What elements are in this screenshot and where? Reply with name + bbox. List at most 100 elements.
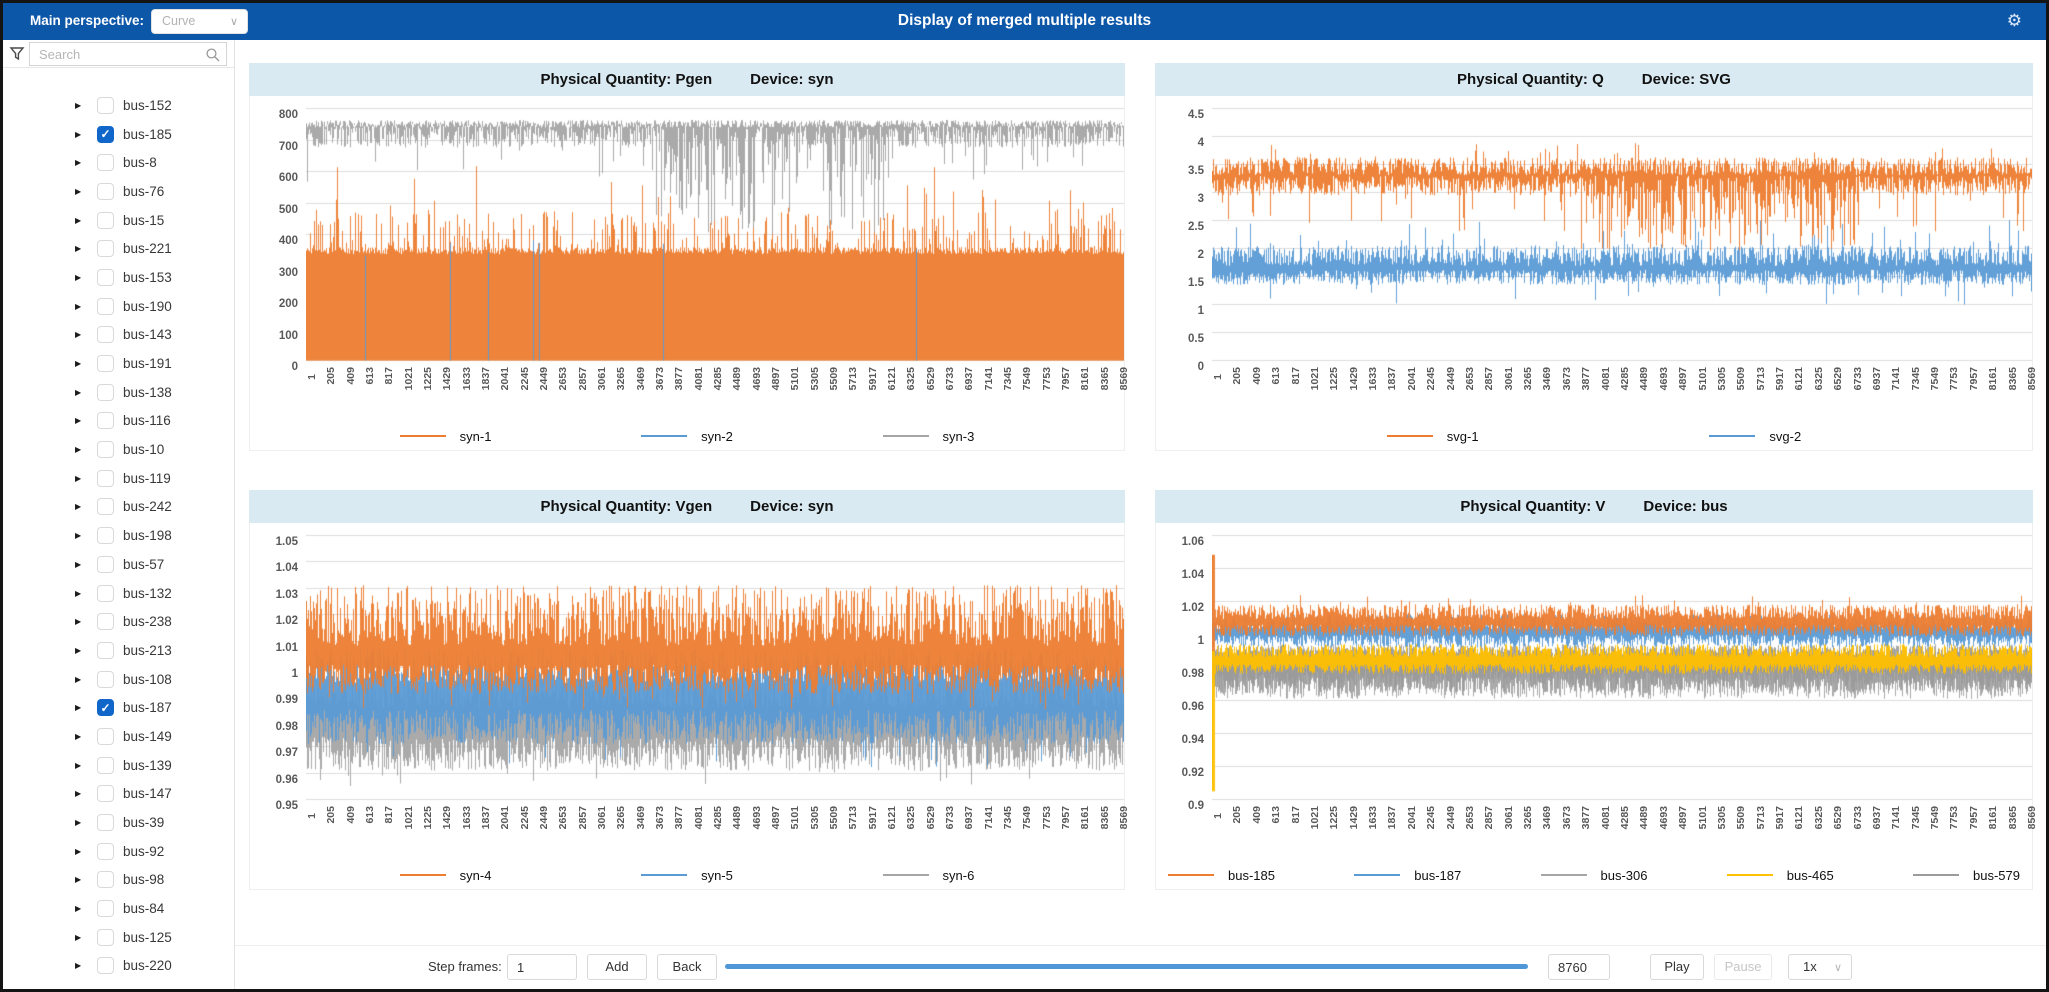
- tree-item-bus-108[interactable]: ▶ bus-108: [3, 665, 234, 694]
- expand-arrow-icon[interactable]: ▶: [75, 961, 82, 971]
- expand-arrow-icon[interactable]: ▶: [75, 473, 82, 483]
- tree-item-bus-187[interactable]: ▶ bus-187: [3, 693, 234, 722]
- tree-item-bus-152[interactable]: ▶ bus-152: [3, 91, 234, 120]
- expand-arrow-icon[interactable]: ▶: [75, 932, 82, 942]
- expand-arrow-icon[interactable]: ▶: [75, 617, 82, 627]
- expand-arrow-icon[interactable]: ▶: [75, 875, 82, 885]
- tree-checkbox[interactable]: [97, 670, 114, 688]
- tree-checkbox[interactable]: [97, 182, 114, 200]
- search-input[interactable]: [30, 43, 226, 65]
- expand-arrow-icon[interactable]: ▶: [75, 588, 82, 598]
- tree-checkbox[interactable]: [97, 96, 114, 114]
- expand-arrow-icon[interactable]: ▶: [75, 416, 82, 426]
- tree-item-bus-92[interactable]: ▶ bus-92: [3, 837, 234, 866]
- tree-checkbox[interactable]: [97, 613, 114, 631]
- expand-arrow-icon[interactable]: ▶: [75, 244, 82, 254]
- tree-item-bus-8[interactable]: ▶ bus-8: [3, 148, 234, 177]
- step-frames-input[interactable]: [507, 954, 577, 980]
- tree-checkbox[interactable]: [97, 727, 114, 745]
- tree-checkbox[interactable]: [97, 871, 114, 889]
- expand-arrow-icon[interactable]: ▶: [75, 904, 82, 914]
- expand-arrow-icon[interactable]: ▶: [75, 502, 82, 512]
- legend-item-syn-6[interactable]: syn-6: [882, 868, 974, 883]
- tree-item-bus-139[interactable]: ▶ bus-139: [3, 751, 234, 780]
- tree-item-bus-238[interactable]: ▶ bus-238: [3, 607, 234, 636]
- tree-item-bus-125[interactable]: ▶ bus-125: [3, 923, 234, 952]
- tree-item-bus-10[interactable]: ▶ bus-10: [3, 435, 234, 464]
- tree-item-bus-138[interactable]: ▶ bus-138: [3, 378, 234, 407]
- expand-arrow-icon[interactable]: ▶: [75, 100, 82, 110]
- tree-item-bus-149[interactable]: ▶ bus-149: [3, 722, 234, 751]
- tree-item-bus-190[interactable]: ▶ bus-190: [3, 292, 234, 321]
- expand-arrow-icon[interactable]: ▶: [75, 387, 82, 397]
- tree-item-bus-57[interactable]: ▶ bus-57: [3, 550, 234, 579]
- back-button[interactable]: Back: [657, 954, 717, 980]
- tree-item-bus-191[interactable]: ▶ bus-191: [3, 349, 234, 378]
- tree-item-bus-116[interactable]: ▶ bus-116: [3, 407, 234, 436]
- tree-checkbox[interactable]: [97, 641, 114, 659]
- legend-item-bus-187[interactable]: bus-187: [1354, 868, 1461, 883]
- expand-arrow-icon[interactable]: ▶: [75, 818, 82, 828]
- tree-checkbox[interactable]: [97, 584, 114, 602]
- expand-arrow-icon[interactable]: ▶: [75, 703, 82, 713]
- expand-arrow-icon[interactable]: ▶: [75, 272, 82, 282]
- expand-arrow-icon[interactable]: ▶: [75, 789, 82, 799]
- expand-arrow-icon[interactable]: ▶: [75, 674, 82, 684]
- legend-item-svg-2[interactable]: svg-2: [1709, 429, 1801, 444]
- tree-item-bus-242[interactable]: ▶ bus-242: [3, 493, 234, 522]
- tree-checkbox[interactable]: [97, 441, 114, 459]
- expand-arrow-icon[interactable]: ▶: [75, 129, 82, 139]
- expand-arrow-icon[interactable]: ▶: [75, 158, 82, 168]
- tree-checkbox[interactable]: [97, 211, 114, 229]
- expand-arrow-icon[interactable]: ▶: [75, 846, 82, 856]
- tree-item-bus-147[interactable]: ▶ bus-147: [3, 780, 234, 809]
- tree-item-bus-198[interactable]: ▶ bus-198: [3, 521, 234, 550]
- tree-item-bus-143[interactable]: ▶ bus-143: [3, 321, 234, 350]
- tree-item-bus-132[interactable]: ▶ bus-132: [3, 579, 234, 608]
- filter-icon[interactable]: [9, 46, 25, 67]
- legend-item-bus-306[interactable]: bus-306: [1540, 868, 1647, 883]
- tree-item-bus-119[interactable]: ▶ bus-119: [3, 464, 234, 493]
- tree-item-bus-84[interactable]: ▶ bus-84: [3, 894, 234, 923]
- tree-item-bus-153[interactable]: ▶ bus-153: [3, 263, 234, 292]
- legend-item-bus-185[interactable]: bus-185: [1168, 868, 1275, 883]
- tree-checkbox[interactable]: [97, 383, 114, 401]
- playback-slider[interactable]: [725, 964, 1528, 969]
- tree-checkbox[interactable]: [97, 900, 114, 918]
- tree-checkbox[interactable]: [97, 957, 114, 975]
- expand-arrow-icon[interactable]: ▶: [75, 215, 82, 225]
- pause-button[interactable]: Pause: [1714, 954, 1772, 980]
- total-frames-input[interactable]: [1548, 954, 1610, 980]
- tree-checkbox[interactable]: [97, 527, 114, 545]
- expand-arrow-icon[interactable]: ▶: [75, 531, 82, 541]
- tree-item-bus-76[interactable]: ▶ bus-76: [3, 177, 234, 206]
- tree-checkbox[interactable]: [97, 240, 114, 258]
- tree-item-bus-15[interactable]: ▶ bus-15: [3, 206, 234, 235]
- expand-arrow-icon[interactable]: ▶: [75, 330, 82, 340]
- tree-checkbox[interactable]: [97, 268, 114, 286]
- speed-dropdown[interactable]: 1x ∨: [1788, 954, 1852, 980]
- expand-arrow-icon[interactable]: ▶: [75, 186, 82, 196]
- tree-item-bus-221[interactable]: ▶ bus-221: [3, 234, 234, 263]
- tree-item-bus-39[interactable]: ▶ bus-39: [3, 808, 234, 837]
- tree-checkbox[interactable]: [97, 555, 114, 573]
- tree-item-bus-213[interactable]: ▶ bus-213: [3, 636, 234, 665]
- legend-item-syn-3[interactable]: syn-3: [882, 429, 974, 444]
- expand-arrow-icon[interactable]: ▶: [75, 359, 82, 369]
- tree-checkbox[interactable]: [97, 842, 114, 860]
- tree-item-bus-98[interactable]: ▶ bus-98: [3, 866, 234, 895]
- expand-arrow-icon[interactable]: ▶: [75, 445, 82, 455]
- expand-arrow-icon[interactable]: ▶: [75, 645, 82, 655]
- legend-item-syn-2[interactable]: syn-2: [641, 429, 733, 444]
- perspective-dropdown[interactable]: Curve ∨: [151, 9, 248, 34]
- tree-checkbox[interactable]: [97, 326, 114, 344]
- add-button[interactable]: Add: [587, 954, 647, 980]
- tree-checkbox[interactable]: [97, 297, 114, 315]
- play-button[interactable]: Play: [1650, 954, 1704, 980]
- tree-item-bus-220[interactable]: ▶ bus-220: [3, 952, 234, 981]
- legend-item-syn-5[interactable]: syn-5: [641, 868, 733, 883]
- tree-item-bus-185[interactable]: ▶ bus-185: [3, 120, 234, 149]
- tree-checkbox[interactable]: [97, 699, 114, 717]
- legend-item-svg-1[interactable]: svg-1: [1386, 429, 1479, 444]
- legend-item-syn-1[interactable]: syn-1: [399, 429, 491, 444]
